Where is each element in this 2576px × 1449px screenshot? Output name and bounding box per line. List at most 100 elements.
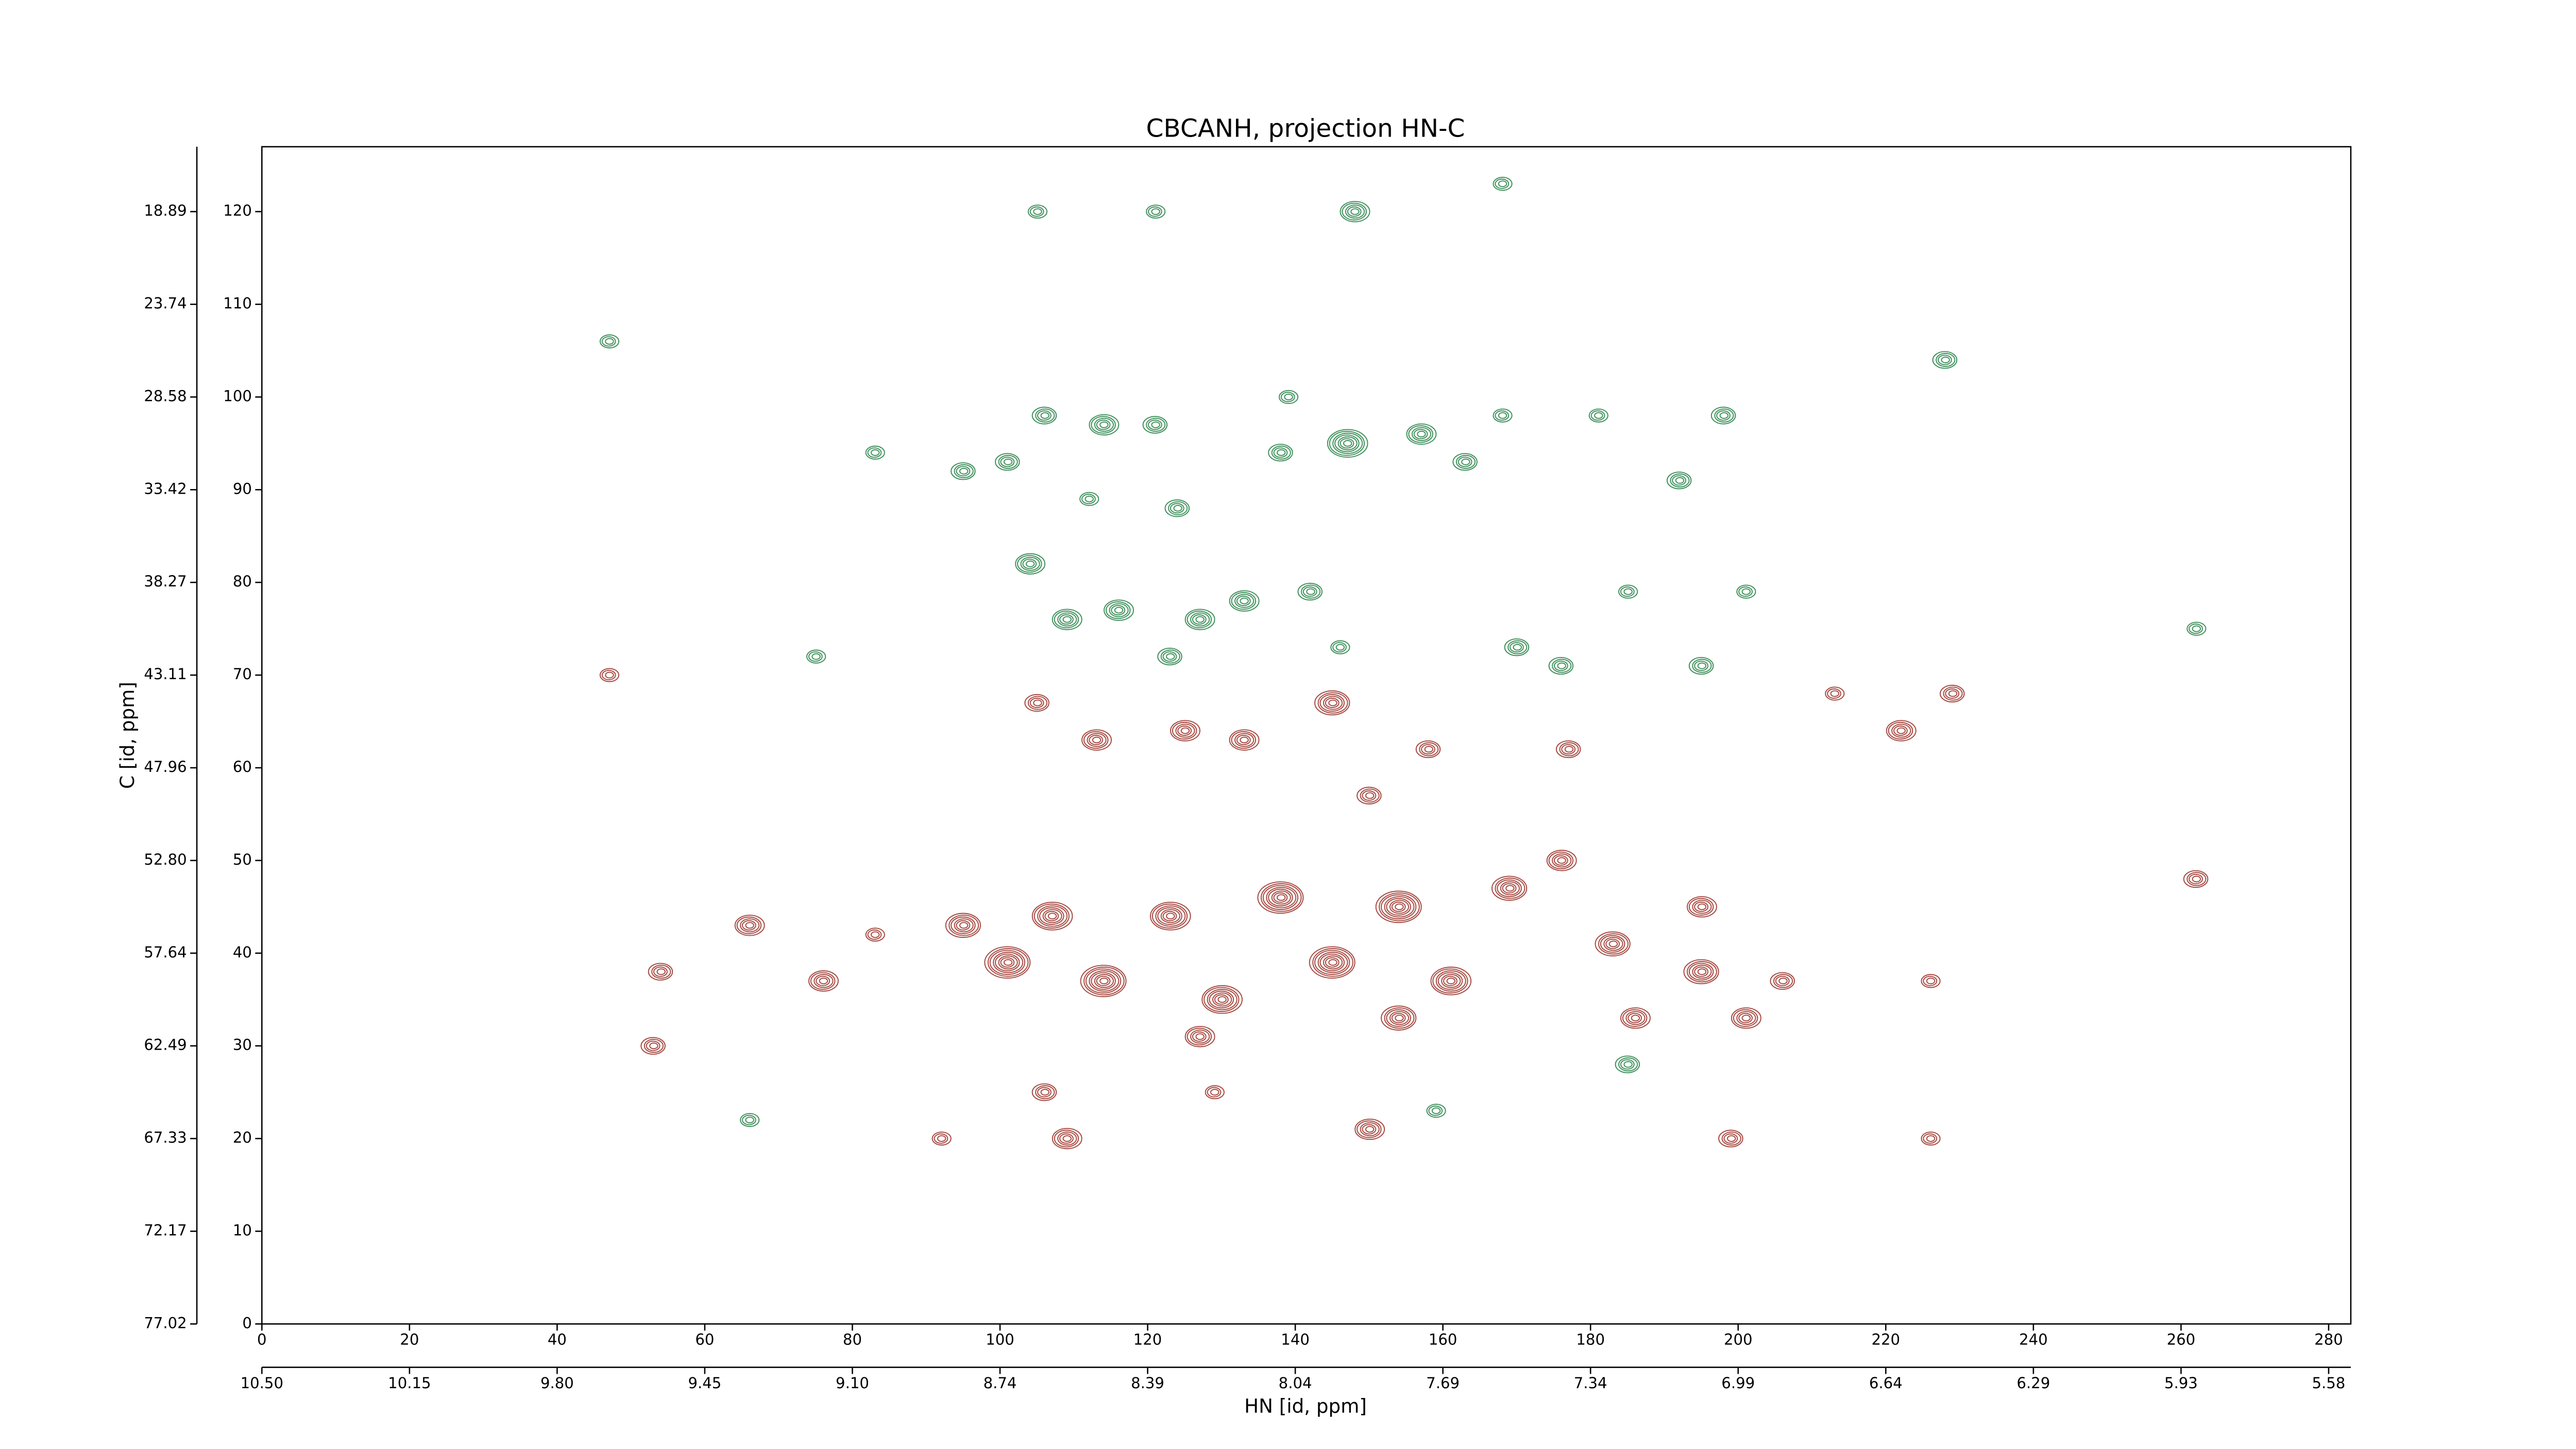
contour-line [998, 454, 1018, 469]
y-tick-label: 40 [233, 943, 252, 961]
peak [865, 445, 885, 460]
contour-line [1037, 410, 1052, 421]
contour-line [2183, 870, 2209, 888]
peak [806, 649, 826, 664]
x2-tick-label: 6.29 [2016, 1374, 2050, 1392]
contour-line [1497, 879, 1522, 897]
contour-line [1146, 205, 1166, 219]
contour-line [1083, 966, 1125, 996]
contour-line [1003, 959, 1013, 966]
peak [2187, 621, 2207, 636]
contour-line [2189, 873, 2203, 884]
contour-line [1157, 907, 1182, 925]
peak [1939, 684, 1965, 703]
x-tick-label: 200 [1724, 1331, 1753, 1349]
x-tick-label: 100 [986, 1331, 1014, 1349]
peak [1932, 351, 1958, 369]
contour-line [865, 445, 885, 460]
contour-line [1335, 644, 1345, 651]
contour-line [1415, 740, 1441, 759]
contour-line [1319, 953, 1345, 971]
contour-line [1080, 965, 1127, 998]
contour-line [1040, 412, 1050, 419]
contours [599, 177, 2209, 1150]
contour-line [1891, 723, 1911, 738]
contour-line [1052, 1127, 1082, 1150]
y-tick-label: 120 [223, 202, 252, 220]
peak [951, 462, 976, 480]
contour-line [1688, 963, 1714, 981]
x2-tick-label: 8.39 [1131, 1374, 1164, 1392]
contour-line [1092, 736, 1101, 744]
contour-line [1015, 553, 1046, 575]
contour-line [1204, 987, 1240, 1012]
y-tick-label: 50 [233, 851, 252, 868]
contour-line [651, 965, 671, 979]
contour-line [954, 464, 974, 478]
contour-line [1731, 1007, 1761, 1029]
y2-tick-label: 33.42 [144, 480, 187, 497]
contour-line [1498, 180, 1507, 188]
contour-line [1827, 688, 1841, 699]
contour-line [1618, 1057, 1638, 1072]
contour-line [1027, 696, 1048, 710]
peak [1340, 200, 1370, 223]
contour-line [1342, 203, 1367, 221]
contour-line [810, 972, 836, 990]
peak [1588, 408, 1608, 423]
y2-tick-label: 77.02 [144, 1314, 187, 1332]
contour-line [1726, 1135, 1736, 1142]
contour-line [745, 1117, 754, 1124]
x-tick-label: 220 [1871, 1331, 1900, 1349]
y2-tick-label: 23.74 [144, 295, 187, 312]
contour-line [736, 916, 762, 934]
contour-line [1033, 208, 1042, 215]
peak [599, 334, 620, 349]
contour-line [740, 918, 760, 933]
contour-line [1381, 1005, 1417, 1031]
contour-line [1926, 978, 1936, 985]
x2-tick-label: 10.50 [241, 1374, 283, 1392]
peak [1736, 584, 1756, 599]
contour-line [1670, 473, 1690, 487]
peak [1229, 729, 1260, 751]
peak [1081, 729, 1112, 751]
contour-line [1417, 430, 1426, 437]
contour-line [1595, 931, 1631, 957]
contour-line [1040, 1089, 1050, 1096]
contour-line [1109, 603, 1129, 617]
contour-line [1559, 742, 1579, 756]
peak [1164, 499, 1190, 517]
contour-line [1105, 601, 1131, 619]
y2-tick-label: 62.49 [144, 1036, 187, 1054]
contour-line [1089, 734, 1104, 746]
contour-line [741, 920, 756, 931]
contour-line [1192, 1031, 1207, 1042]
contour-line [1091, 416, 1116, 434]
contour-line [937, 1135, 946, 1142]
contour-line [1031, 901, 1073, 931]
contour-line [1493, 408, 1513, 423]
contour-line [867, 929, 882, 940]
contour-line [1775, 975, 1790, 986]
contour-line [1437, 972, 1463, 990]
contour-line [1631, 1015, 1640, 1022]
peak [1024, 694, 1049, 712]
contour-line [1675, 477, 1685, 484]
contour-line [1160, 649, 1180, 664]
contour-line [1603, 937, 1623, 951]
peak [1015, 553, 1046, 575]
contour-line [1391, 901, 1406, 912]
contour-line [1195, 1033, 1205, 1040]
contour-line [1741, 1015, 1751, 1022]
contour-line [1022, 559, 1037, 569]
contour-line [1217, 996, 1227, 1003]
contour-line [1094, 974, 1114, 988]
peak [1493, 177, 1513, 191]
contour-line [1360, 1122, 1380, 1137]
contour-line [1421, 744, 1435, 755]
contour-line [1697, 968, 1707, 975]
contour-line [1741, 588, 1751, 595]
peak [1201, 985, 1243, 1014]
contour-line [1094, 417, 1114, 432]
